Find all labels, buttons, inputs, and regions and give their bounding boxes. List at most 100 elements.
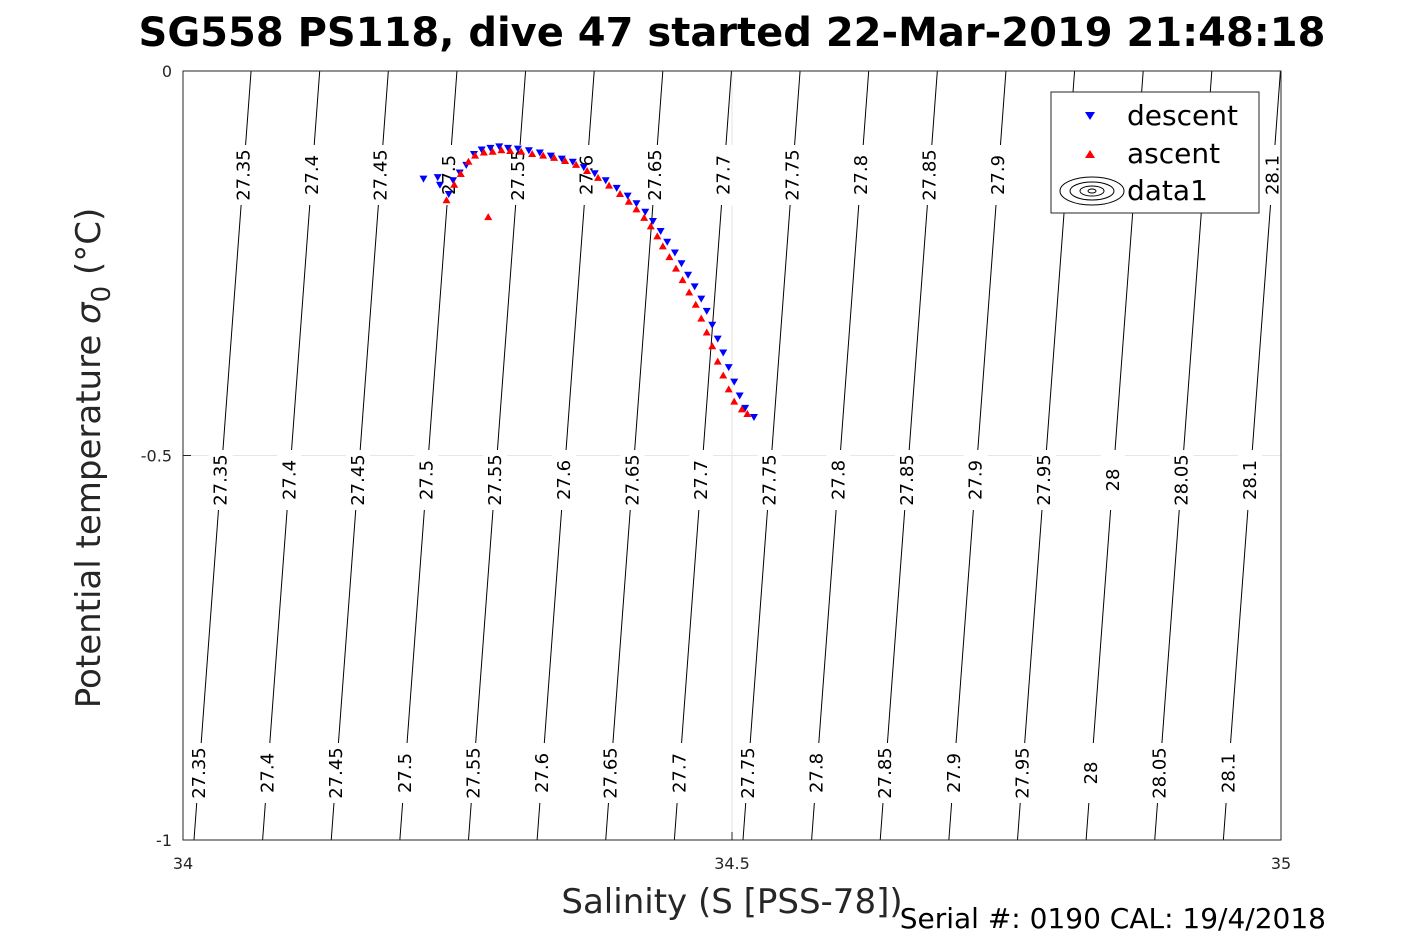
contour-label: 27.35	[189, 747, 210, 799]
contour-label: 28.1	[1240, 460, 1261, 500]
contour-label: 27.9	[966, 460, 987, 500]
descent-point	[557, 155, 566, 163]
x-tick-label: 34	[173, 854, 193, 873]
ascent-point	[497, 146, 506, 154]
contour-label-bg	[505, 145, 530, 205]
contour-label-bg	[963, 450, 988, 510]
contour-label: 27.8	[807, 753, 828, 793]
legend-ascent-label: ascent	[1127, 137, 1220, 170]
contour-label-bg	[368, 145, 393, 205]
contour-label-bg	[1238, 450, 1263, 510]
ascent-point	[561, 156, 570, 164]
contour-label: 28.05	[1171, 454, 1192, 506]
contour-label-bg	[848, 145, 873, 205]
ascent-point	[737, 405, 746, 413]
x-tick-label: 35	[1271, 854, 1291, 873]
contour-27.75: 27.75 27.75 27.75	[735, 70, 805, 841]
contour-label-bg	[392, 743, 417, 803]
contour-label-bg	[873, 743, 898, 803]
contour-label: 27.7	[714, 155, 735, 195]
descent-point	[741, 404, 750, 412]
contour-label: 28.1	[1218, 753, 1239, 793]
density-contours: 27.3527.3527.3527.427.427.427.4527.4527.…	[186, 70, 1285, 841]
descent-point	[601, 177, 610, 185]
ascent-point	[724, 385, 733, 393]
y-tick-label: 0	[162, 62, 172, 81]
ascent-series	[442, 146, 752, 417]
ascent-point	[640, 213, 649, 221]
contour-27.65: 27.65 27.65 27.65	[598, 70, 668, 841]
descent-point	[641, 208, 650, 216]
contour-label-bg	[757, 450, 782, 510]
descent-point	[656, 227, 665, 235]
chart-title: SG558 PS118, dive 47 started 22-Mar-2019…	[139, 10, 1326, 56]
descent-point	[735, 392, 744, 400]
descent-point	[670, 249, 679, 257]
contour-label: 27.85	[920, 149, 941, 201]
contour-label: 28	[1081, 762, 1102, 785]
ascent-point	[517, 147, 526, 155]
contour-label: 27.35	[211, 454, 232, 506]
ascent-point	[685, 288, 694, 296]
descent-point	[435, 181, 444, 189]
contour-label-bg	[1169, 450, 1194, 510]
ascent-point	[528, 150, 537, 158]
contour-label: 27.6	[554, 460, 575, 500]
legend-data1-label: data1	[1127, 174, 1208, 207]
ascent-point	[456, 170, 465, 178]
descent-point	[477, 146, 486, 154]
ascent-point	[450, 180, 459, 188]
ascent-point	[743, 409, 752, 417]
ascent-point	[479, 148, 488, 156]
contour-label: 27.9	[944, 753, 965, 793]
contour-label: 27.85	[897, 454, 918, 506]
ascent-point	[658, 242, 667, 250]
contour-label-bg	[299, 145, 324, 205]
contour-label-bg	[483, 450, 508, 510]
contour-label-bg	[1216, 743, 1241, 803]
y-axis-label: Potential temperature σ0 (°C)	[69, 208, 117, 708]
contour-label-bg	[1032, 450, 1057, 510]
ascent-point	[713, 357, 722, 365]
y-axis-label-subscript: 0	[87, 286, 117, 303]
contour-27.4: 27.4 27.4 27.4	[255, 70, 324, 841]
contour-label-bg	[186, 743, 211, 803]
ascent-point	[616, 190, 625, 198]
contour-label-bg	[894, 450, 919, 510]
contour-label-bg	[598, 743, 623, 803]
contour-label: 27.45	[326, 747, 347, 799]
descent-point	[449, 177, 458, 185]
legend-ascent-marker	[1085, 150, 1095, 158]
ascent-point	[632, 205, 641, 213]
ascent-point	[672, 264, 681, 272]
contour-label: 27.75	[760, 454, 781, 506]
contour-label: 27.5	[439, 155, 460, 195]
descent-point	[702, 307, 711, 315]
ascent-point	[691, 300, 700, 308]
ascent-point	[488, 147, 497, 155]
descent-point	[749, 414, 758, 422]
contour-label-bg	[255, 743, 280, 803]
contour-label-bg	[826, 450, 851, 510]
contour-label: 27.55	[463, 747, 484, 799]
contour-label: 27.7	[669, 753, 690, 793]
contour-label-bg	[1147, 743, 1172, 803]
y-axis-label-symbol: σ	[69, 301, 109, 324]
contour-label-bg	[551, 450, 576, 510]
contour-label-bg	[780, 145, 805, 205]
contour-label: 27.45	[348, 454, 369, 506]
descent-point	[419, 175, 428, 183]
ascent-point	[719, 371, 728, 379]
ascent-point	[550, 153, 559, 161]
contour-label: 28.05	[1150, 747, 1171, 799]
contour-label-bg	[277, 450, 302, 510]
contour-27.5: 27.5 27.5 27.5	[392, 70, 462, 841]
descent-point	[684, 271, 693, 279]
contour-label: 27.65	[645, 149, 666, 201]
x-tick-label: 34.5	[714, 854, 750, 873]
contour-label: 27.4	[258, 753, 279, 793]
descent-point	[663, 238, 672, 246]
contour-label-bg	[414, 450, 439, 510]
legend-contour-icon	[1059, 176, 1125, 206]
y-axis-label-main: Potential temperature	[69, 324, 109, 708]
